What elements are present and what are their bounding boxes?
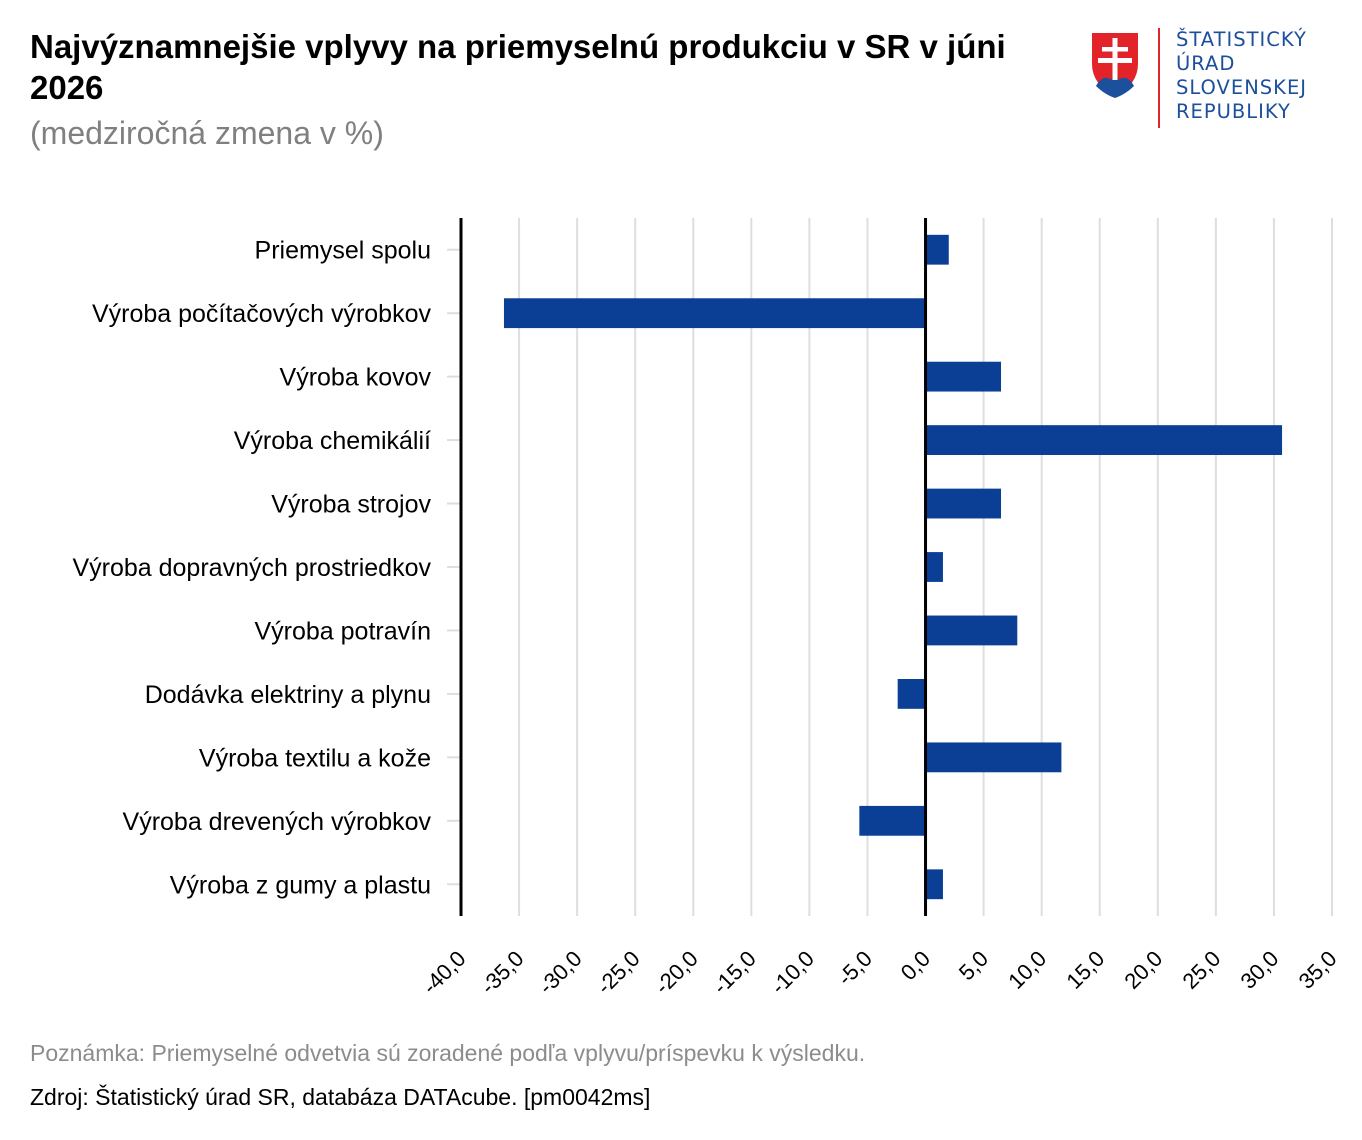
chart-subtitle: (medziročná zmena v %) xyxy=(30,115,384,151)
bar xyxy=(925,361,1002,392)
category-label: Dodávka elektriny a plynu xyxy=(145,681,431,709)
x-tick-label: -20,0 xyxy=(650,946,703,999)
x-tick-label: -35,0 xyxy=(475,946,528,999)
x-tick-label: 30,0 xyxy=(1236,946,1284,994)
bar xyxy=(897,678,926,709)
category-label: Priemysel spolu xyxy=(255,237,431,265)
logo-line: SLOVENSKEJ xyxy=(1176,76,1308,99)
category-label: Výroba chemikálií xyxy=(234,427,431,455)
bar xyxy=(925,234,949,265)
logo-divider xyxy=(1158,28,1160,128)
footnote: Poznámka: Priemyselné odvetvia sú zorade… xyxy=(30,1040,866,1066)
category-label: Výroba dopravných prostriedkov xyxy=(72,554,431,582)
category-label: Výroba drevených výrobkov xyxy=(123,808,432,836)
bar xyxy=(925,552,943,582)
slovak-coat-of-arms-icon xyxy=(1090,31,1140,100)
x-tick-label: 20,0 xyxy=(1119,946,1167,994)
logo-line: REPUBLIKY xyxy=(1176,100,1291,123)
x-tick-label: -25,0 xyxy=(592,946,645,999)
x-tick-label: -40,0 xyxy=(417,946,470,999)
x-tick-label: -30,0 xyxy=(534,946,587,999)
bar-chart: -40,0 -35,0 -30,0 -25,0 -20,0 -15,0 -10,0 -5,0 0… xyxy=(72,218,1342,999)
statistical-office-logo: ŠTATISTICKÝ ÚRAD SLOVENSKEJ REPUBLIKY xyxy=(1088,28,1328,128)
bar xyxy=(859,805,926,836)
logo-line: ŠTATISTICKÝ xyxy=(1176,28,1307,51)
x-tick-label: -10,0 xyxy=(766,946,819,999)
x-tick-label: -15,0 xyxy=(708,946,761,999)
x-tick-label: 35,0 xyxy=(1294,946,1342,994)
x-tick-label: 0,0 xyxy=(896,946,935,985)
chart-title: Najvýznamnejšie vplyvy na priemyselnú pr… xyxy=(30,28,1006,106)
source-note: Zdroj: Štatistický úrad SR, databáza DAT… xyxy=(30,1084,651,1110)
category-label: Výroba z gumy a plastu xyxy=(170,871,431,899)
bar xyxy=(503,298,926,329)
category-label: Výroba potravín xyxy=(255,617,432,645)
bar xyxy=(925,425,1283,456)
bar xyxy=(925,869,943,900)
category-label: Výroba počítačových výrobkov xyxy=(92,300,432,328)
logo-line: ÚRAD xyxy=(1176,52,1236,75)
bar xyxy=(925,615,1018,646)
x-tick-label: 15,0 xyxy=(1061,946,1109,994)
bar xyxy=(925,742,1062,773)
x-tick-label: 25,0 xyxy=(1177,946,1225,994)
category-label: Výroba textilu a kože xyxy=(199,744,431,772)
x-tick-label: 10,0 xyxy=(1003,946,1051,994)
category-label: Výroba strojov xyxy=(271,491,431,519)
x-tick-label: 5,0 xyxy=(954,946,993,985)
logo-text: ŠTATISTICKÝ ÚRAD SLOVENSKEJ REPUBLIKY xyxy=(1176,28,1307,124)
x-tick-label: -5,0 xyxy=(833,946,877,990)
category-label: Výroba kovov xyxy=(280,364,432,392)
bar xyxy=(925,488,1002,519)
